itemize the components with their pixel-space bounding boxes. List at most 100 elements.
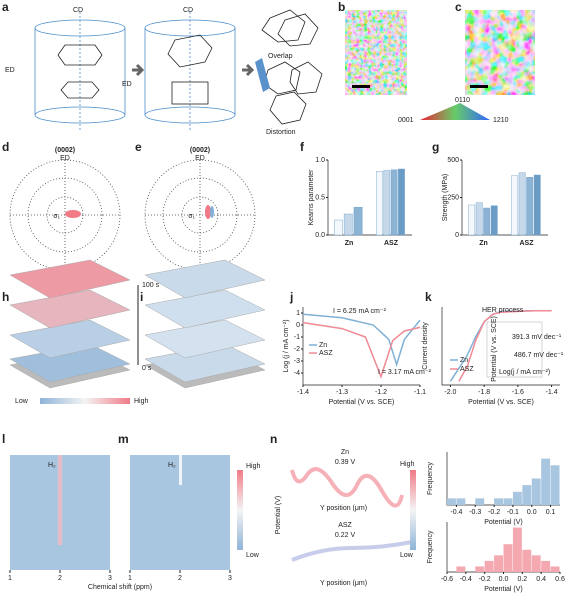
label: I = 3.17 mA cm⁻² xyxy=(378,369,432,376)
label: ED xyxy=(5,67,15,74)
label: Y position (μm) xyxy=(320,505,367,512)
label: 0 s xyxy=(142,365,152,372)
label: σ₁ xyxy=(188,213,195,220)
ebsd-map-zn xyxy=(345,10,407,95)
y-tick-label: 1 xyxy=(296,310,300,317)
x-tick-label: -0.3 xyxy=(469,509,481,516)
bar xyxy=(503,544,513,572)
label: H₂ xyxy=(48,462,56,469)
label: High xyxy=(400,461,415,468)
label: (0002) xyxy=(190,147,210,154)
x-tick-label: Zn xyxy=(479,240,488,247)
label: Low xyxy=(15,398,29,405)
x-tick-label: 2 xyxy=(178,575,182,582)
bar xyxy=(541,458,551,505)
y-tick-label: -2 xyxy=(294,346,300,353)
x-tick-label: -1.1 xyxy=(414,389,426,396)
y-tick-label: 0 xyxy=(296,322,300,329)
label: σ₁ xyxy=(53,213,60,220)
panel-letter: i xyxy=(140,290,143,304)
panel-letter: b xyxy=(338,0,345,14)
x-axis-label: Chemical shift (ppm) xyxy=(88,584,152,591)
panel-letter: h xyxy=(2,290,9,304)
x-tick-label: 0.2 xyxy=(517,576,527,583)
y-tick-label: 500 xyxy=(447,157,459,164)
bar xyxy=(376,171,383,236)
label: High xyxy=(246,463,261,470)
panel-letter: a xyxy=(2,0,9,14)
x-tick-label: 1 xyxy=(8,575,12,582)
x-tick-label: -1.4 xyxy=(546,389,558,396)
legend-label: Zn xyxy=(460,357,468,364)
bar xyxy=(383,170,391,236)
bar xyxy=(475,202,483,236)
bar xyxy=(512,491,522,505)
label: 100 s xyxy=(142,282,160,289)
panel-letter: k xyxy=(425,290,432,304)
panel-letter: d xyxy=(2,140,9,154)
bar xyxy=(512,527,522,572)
label: H₂ xyxy=(168,462,176,469)
label: 1210 xyxy=(493,117,509,124)
x-axis-label: Potential (V vs. SCE) xyxy=(329,399,395,406)
bar xyxy=(503,498,513,505)
x-tick-label: -2.0 xyxy=(444,389,456,396)
y-tick-label: 0.0 xyxy=(315,232,325,239)
y-tick-label: 0.5 xyxy=(315,194,325,201)
bar xyxy=(468,204,476,236)
y-tick-label: 250 xyxy=(447,194,459,201)
x-tick-label: 1 xyxy=(128,575,132,582)
x-axis-label: Potential (V) xyxy=(484,586,523,593)
x-tick-label: -1.2 xyxy=(375,389,387,396)
bar xyxy=(511,175,519,236)
label: High xyxy=(134,398,149,405)
x-tick-label: 3 xyxy=(108,575,112,582)
label: ED xyxy=(195,155,205,162)
x-tick-label: 0.4 xyxy=(536,576,546,583)
label: ED xyxy=(60,155,70,162)
bar xyxy=(533,174,541,236)
bar xyxy=(531,555,541,572)
label: CD xyxy=(183,7,193,14)
bar xyxy=(447,498,456,505)
x-axis-label: Potential (V) xyxy=(484,519,523,526)
x-tick-label: -0.1 xyxy=(507,509,519,516)
panel-letter: l xyxy=(2,432,5,446)
x-tick-label: 0.6 xyxy=(555,576,565,583)
annotation: HER process xyxy=(482,307,524,314)
y-axis-label: Current density xyxy=(422,322,429,370)
x-tick-label: -0.6 xyxy=(441,576,453,583)
x-tick-label: ASZ xyxy=(384,240,399,247)
y-axis-label: Frequency xyxy=(427,530,434,564)
label: Potential (V vs. SCE) xyxy=(491,316,498,382)
bar xyxy=(494,555,503,572)
label: 486.7 mV dec⁻¹ xyxy=(514,352,564,359)
bar xyxy=(475,498,485,505)
label: Distortion xyxy=(266,129,296,136)
bar xyxy=(334,219,343,236)
line xyxy=(302,313,421,368)
label: 0110 xyxy=(455,97,470,104)
label: I = 6.25 mA cm⁻² xyxy=(333,308,387,315)
x-tick-label: -1.8 xyxy=(478,389,490,396)
x-tick-label: 3 xyxy=(228,575,232,582)
axes xyxy=(441,307,560,386)
bar xyxy=(522,549,532,572)
label: 391.3 mV dec⁻¹ xyxy=(512,334,562,341)
panel-letter: g xyxy=(432,140,439,154)
bar xyxy=(541,560,551,572)
label: 0.39 V xyxy=(335,459,356,466)
y-tick-label: -4 xyxy=(294,370,300,377)
bar xyxy=(398,168,405,236)
label: Log(j / mA cm⁻²) xyxy=(499,369,550,376)
label: 0001 xyxy=(398,117,414,124)
decoration xyxy=(9,9,323,271)
x-tick-label: -1.6 xyxy=(512,389,524,396)
y-tick-label: 1.0 xyxy=(315,157,325,164)
label: Y position (μm) xyxy=(320,580,367,587)
bar xyxy=(456,566,466,572)
bar xyxy=(456,498,466,505)
panel-letter: e xyxy=(135,140,142,154)
y-axis-label: Strength (MPa) xyxy=(442,174,449,221)
bar xyxy=(550,566,560,572)
